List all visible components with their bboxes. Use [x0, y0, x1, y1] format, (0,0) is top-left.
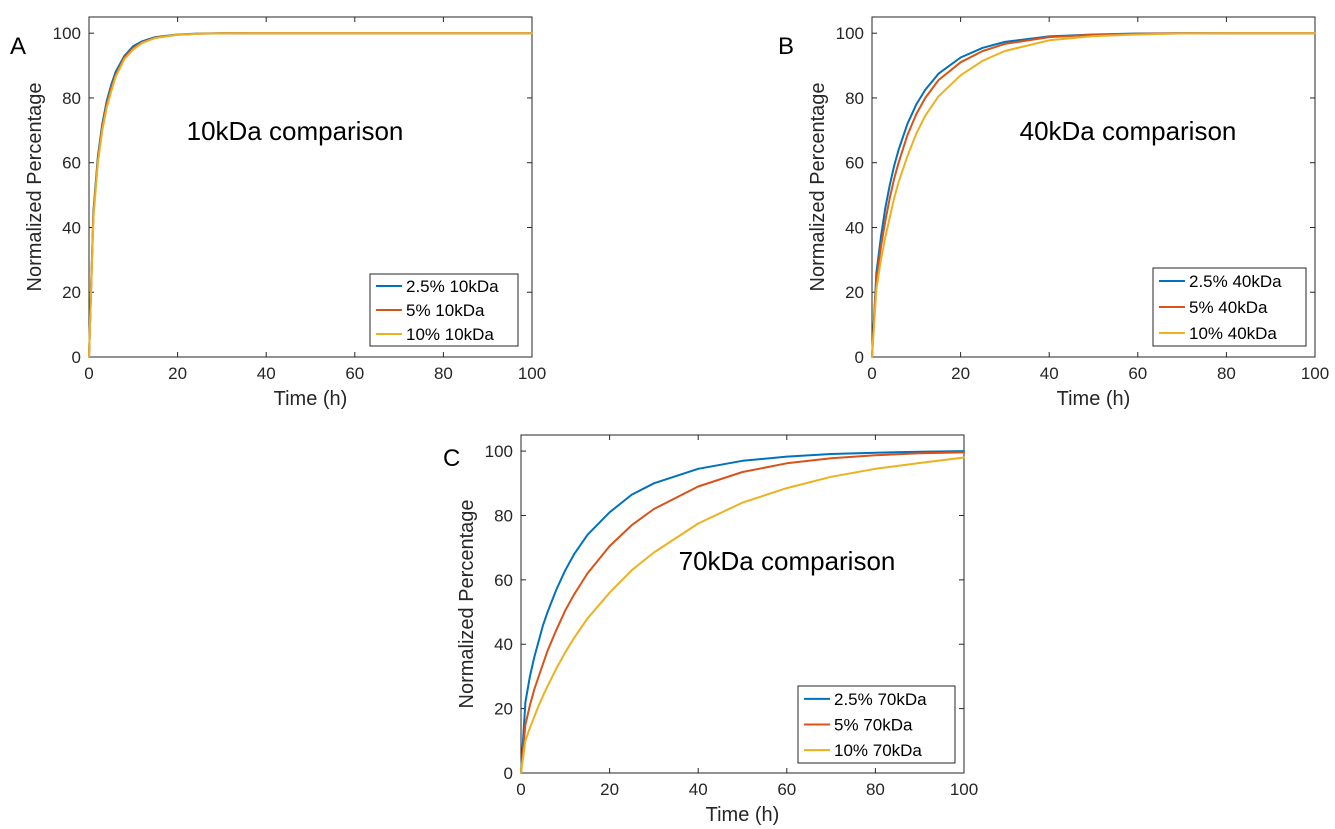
x-tick-label: 80 [866, 780, 885, 799]
legend-entry: 10% 70kDa [834, 741, 922, 760]
legend-entry: 5% 10kDa [406, 301, 485, 320]
y-tick-label: 60 [494, 571, 513, 590]
y-tick-label: 0 [72, 348, 81, 367]
series-line-3 [520, 456, 965, 774]
y-tick-label: 100 [836, 24, 864, 43]
chart-annotation: 10kDa comparison [187, 116, 404, 146]
legend-entry: 2.5% 40kDa [1189, 272, 1282, 291]
y-tick-label: 80 [62, 89, 81, 108]
y-tick-label: 80 [845, 89, 864, 108]
x-axis-label: Time (h) [706, 804, 780, 826]
x-tick-label: 40 [257, 364, 276, 383]
y-axis-label: Normalized Percentage [807, 83, 829, 292]
chart-annotation: 40kDa comparison [1020, 116, 1237, 146]
y-tick-label: 100 [485, 442, 513, 461]
legend-entry: 2.5% 70kDa [834, 690, 927, 709]
y-axis-label: Normalized Percentage [456, 500, 478, 709]
x-tick-label: 20 [951, 364, 970, 383]
y-tick-label: 40 [62, 218, 81, 237]
series-line-1 [520, 450, 965, 774]
series-line-2 [520, 451, 965, 774]
y-tick-label: 100 [53, 24, 81, 43]
panel-a: 0 20 40 60 80 100 0 20 40 60 80 100 Time (h) Normaliz… [10, 16, 546, 410]
panel-label: B [778, 33, 794, 60]
x-axis-label: Time (h) [274, 388, 348, 410]
x-tick-label: 0 [867, 364, 876, 383]
x-tick-label: 0 [84, 364, 93, 383]
x-tick-label: 100 [1301, 364, 1329, 383]
y-tick-label: 40 [845, 218, 864, 237]
x-tick-label: 100 [950, 780, 978, 799]
panel-b: 0 20 40 60 80 100 0 20 40 60 80 100 Time (h) Normaliz… [778, 16, 1329, 410]
y-tick-label: 20 [494, 700, 513, 719]
y-tick-label: 0 [504, 764, 513, 783]
legend-entry: 2.5% 10kDa [406, 277, 499, 296]
x-tick-label: 0 [516, 780, 525, 799]
x-tick-label: 80 [1217, 364, 1236, 383]
y-tick-label: 40 [494, 635, 513, 654]
y-tick-label: 20 [62, 283, 81, 302]
y-axis-label: Normalized Percentage [24, 83, 46, 292]
x-tick-label: 60 [345, 364, 364, 383]
y-tick-label: 60 [62, 154, 81, 173]
panel-c: 0 20 40 60 80 100 0 20 40 60 80 100 Time (h) Normaliz… [443, 434, 978, 826]
x-tick-label: 60 [1128, 364, 1147, 383]
x-tick-label: 80 [434, 364, 453, 383]
x-tick-label: 60 [777, 780, 796, 799]
legend: 2.5% 70kDa 5% 70kDa 10% 70kDa [797, 685, 956, 764]
legend: 2.5% 40kDa 5% 40kDa 10% 40kDa [1152, 267, 1307, 347]
x-tick-label: 40 [689, 780, 708, 799]
y-tick-label: 60 [845, 154, 864, 173]
x-tick-label: 20 [168, 364, 187, 383]
legend-entry: 10% 40kDa [1189, 324, 1277, 343]
y-tick-label: 80 [494, 506, 513, 525]
legend: 2.5% 10kDa 5% 10kDa 10% 10kDa [369, 273, 519, 347]
legend-entry: 10% 10kDa [406, 325, 494, 344]
series-line-3 [88, 32, 533, 358]
x-tick-label: 20 [600, 780, 619, 799]
chart-annotation: 70kDa comparison [679, 546, 896, 576]
x-tick-label: 40 [1040, 364, 1059, 383]
series-line-3 [871, 32, 1316, 358]
panel-label: C [443, 445, 460, 472]
legend-entry: 5% 70kDa [834, 716, 913, 735]
panel-label: A [10, 33, 26, 60]
y-tick-label: 0 [855, 348, 864, 367]
x-axis-label: Time (h) [1057, 388, 1131, 410]
y-tick-label: 20 [845, 283, 864, 302]
legend-entry: 5% 40kDa [1189, 298, 1268, 317]
x-tick-label: 100 [518, 364, 546, 383]
